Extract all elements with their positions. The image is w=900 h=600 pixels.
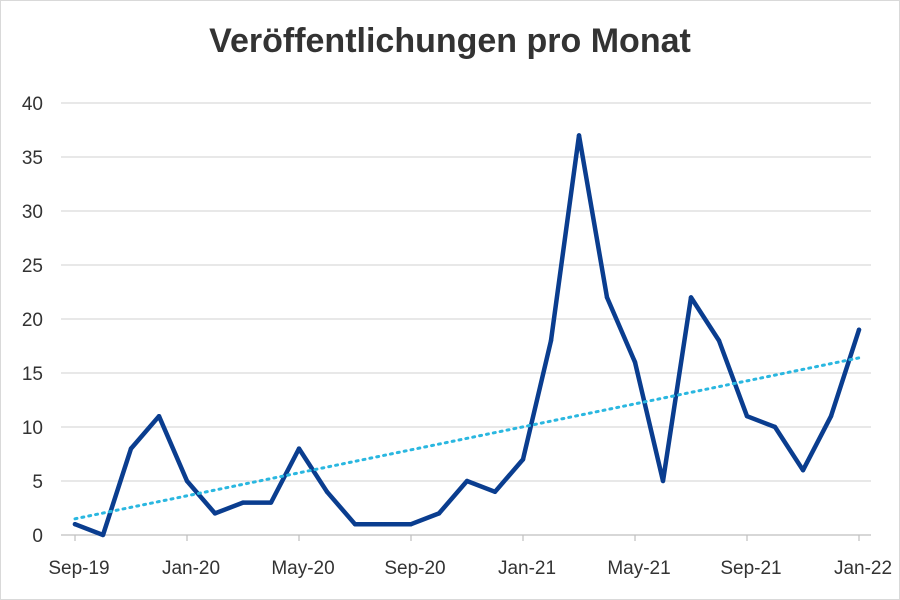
data-point <box>604 295 610 300</box>
data-point <box>856 327 862 332</box>
data-point <box>324 489 330 494</box>
data-point <box>296 446 302 451</box>
data-point <box>576 133 582 138</box>
y-tick-label: 25 <box>22 256 43 277</box>
x-tick-label: Jan-22 <box>834 558 892 579</box>
y-tick-label: 30 <box>22 202 43 223</box>
data-point <box>548 338 554 343</box>
x-tick-label: Sep-19 <box>48 558 109 579</box>
x-tick-label: May-21 <box>607 558 670 579</box>
data-point <box>464 478 470 484</box>
y-tick-label: 20 <box>22 310 43 331</box>
data-point <box>716 338 722 343</box>
y-tick-label: 15 <box>22 364 43 385</box>
x-tick-label: May-20 <box>271 558 334 579</box>
x-tick-label: Jan-20 <box>162 558 220 579</box>
y-tick-label: 10 <box>22 418 43 439</box>
x-tick-label: Sep-20 <box>384 558 445 579</box>
data-point <box>156 414 162 419</box>
data-point <box>800 468 806 473</box>
data-point <box>520 457 526 462</box>
chart-title: Veröffentlichungen pro Monat <box>209 22 691 60</box>
y-tick-label: 5 <box>32 472 43 493</box>
y-tick-label: 40 <box>22 94 43 115</box>
trend-line <box>73 356 861 521</box>
data-point <box>632 360 638 365</box>
data-point <box>212 511 218 516</box>
data-point <box>688 295 694 300</box>
data-point <box>184 478 190 484</box>
x-tick-label: Jan-21 <box>498 558 556 579</box>
data-point <box>436 511 442 516</box>
series-line <box>72 133 862 538</box>
data-point <box>380 522 386 527</box>
data-point <box>408 522 414 527</box>
data-point <box>128 446 134 451</box>
data-point <box>772 424 778 430</box>
y-tick-label: 0 <box>32 526 43 547</box>
x-tick-label: Sep-21 <box>720 558 781 579</box>
data-point <box>268 500 274 505</box>
data-point <box>100 532 106 538</box>
data-point <box>240 500 246 505</box>
data-point <box>492 489 498 494</box>
data-point <box>72 522 78 527</box>
data-point <box>828 414 834 419</box>
data-point <box>744 414 750 419</box>
data-point <box>352 522 358 527</box>
data-point <box>660 478 666 484</box>
y-tick-label: 35 <box>22 148 43 169</box>
